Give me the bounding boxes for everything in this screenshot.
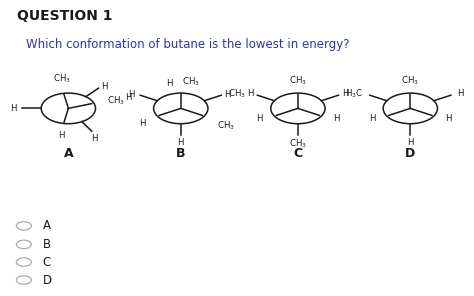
Text: C: C — [43, 255, 51, 268]
Text: CH$_3$: CH$_3$ — [401, 75, 419, 87]
Text: A: A — [64, 147, 73, 160]
Text: H: H — [101, 82, 108, 91]
Text: H: H — [166, 78, 173, 88]
Text: H: H — [247, 89, 253, 98]
Text: CH$_3$: CH$_3$ — [217, 119, 235, 132]
Text: B: B — [176, 147, 185, 160]
Text: H: H — [91, 134, 97, 143]
Text: H: H — [178, 138, 184, 147]
Text: CH$_3$: CH$_3$ — [289, 138, 307, 150]
Text: H: H — [369, 115, 375, 123]
Text: CH$_3$: CH$_3$ — [53, 72, 71, 85]
Text: H: H — [457, 89, 464, 98]
Text: C: C — [293, 147, 302, 160]
Text: CH$_3$: CH$_3$ — [228, 88, 246, 100]
Text: CH$_3$: CH$_3$ — [182, 76, 200, 88]
Text: H: H — [256, 115, 263, 123]
Text: H: H — [125, 93, 131, 102]
Text: QUESTION 1: QUESTION 1 — [17, 9, 112, 22]
Text: D: D — [43, 274, 52, 287]
Text: CH$_3$: CH$_3$ — [289, 75, 307, 87]
Text: H: H — [139, 119, 146, 128]
Text: Which conformation of butane is the lowest in energy?: Which conformation of butane is the lowe… — [26, 38, 350, 51]
Text: H: H — [343, 89, 349, 98]
Text: H: H — [445, 115, 452, 123]
Text: H: H — [59, 131, 65, 139]
Text: H: H — [225, 90, 231, 99]
Text: A: A — [43, 219, 51, 232]
Text: B: B — [43, 238, 51, 251]
Text: D: D — [405, 147, 415, 160]
Text: H: H — [407, 138, 414, 147]
Text: H: H — [333, 115, 339, 123]
Text: H: H — [10, 104, 17, 113]
Text: CH$_3$: CH$_3$ — [107, 95, 125, 107]
Text: H: H — [128, 90, 135, 99]
Text: H$_3$C: H$_3$C — [345, 88, 364, 100]
